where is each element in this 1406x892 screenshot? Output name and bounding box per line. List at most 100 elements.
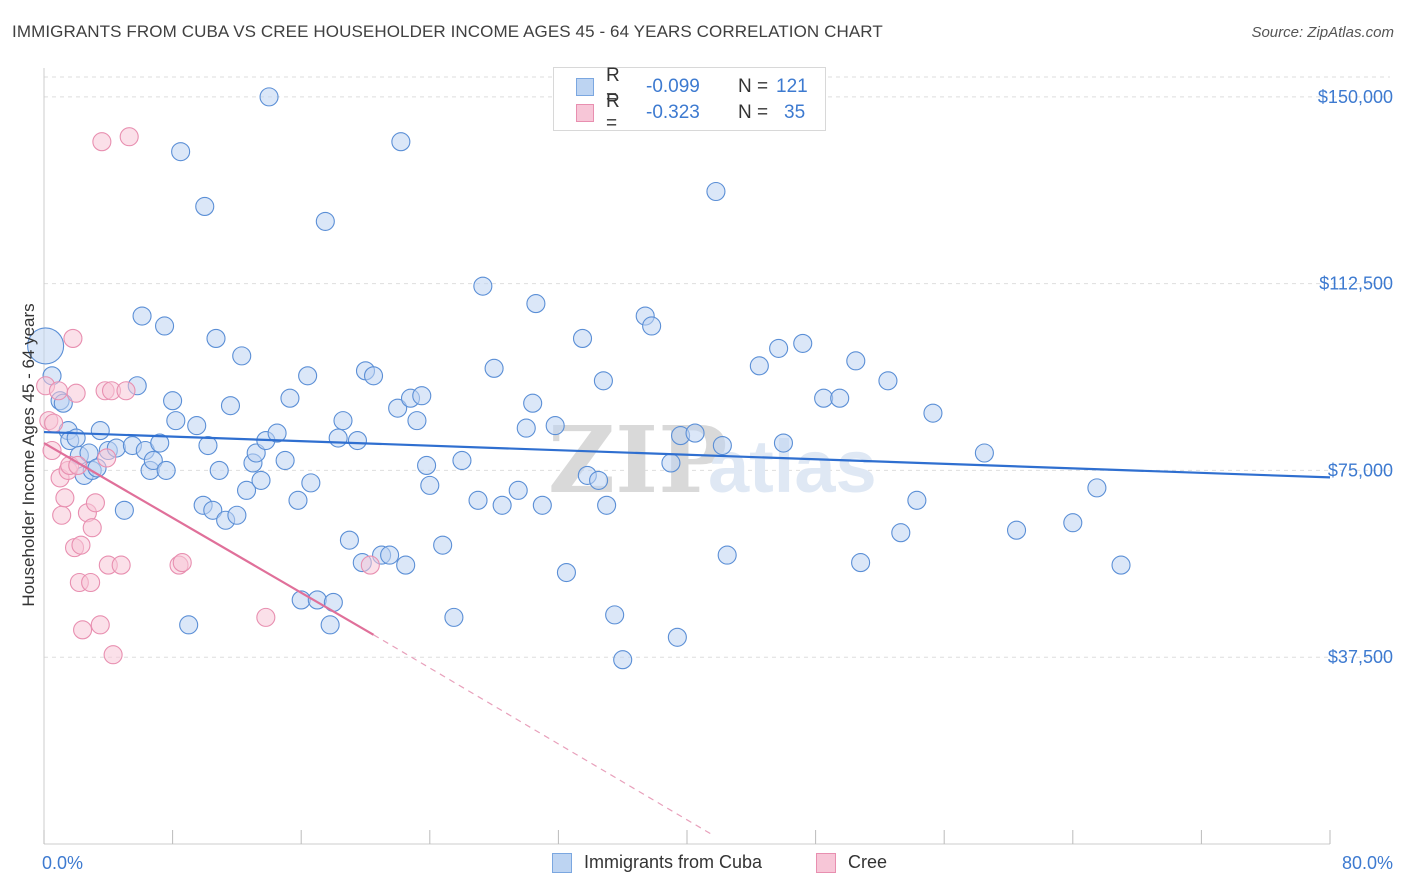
cree-point-29 [116,381,136,401]
legend-row-cree: R = -0.323 N = 35 [576,91,806,134]
y-axis-label: Householder Income Ages 45 - 64 years [19,303,38,606]
cuba-point-117 [1006,520,1027,540]
cuba-point-51 [298,366,318,386]
cuba-point-58 [333,411,353,431]
cuba-point-96 [642,316,662,336]
cree-point-28 [111,555,131,575]
cuba-point-57 [328,428,348,448]
legend-n-label: N = [738,76,769,97]
cuba-point-90 [589,470,609,490]
cuba-point-114 [907,490,927,510]
cuba-point-72 [417,455,437,476]
cree-point-3 [44,413,64,433]
cuba-point-47 [275,450,295,471]
cuba-point-97 [661,453,681,473]
cuba-point-68 [396,555,416,575]
cuba-point-78 [473,276,493,296]
legend-swatch-cree [576,104,594,122]
cuba-point-108 [814,388,834,408]
cuba-point-6 [66,428,86,448]
cree-point-32 [172,553,192,573]
cree-point-10 [63,328,83,348]
cuba-point-39 [232,346,252,366]
cuba-point-49 [288,490,308,510]
cuba-point-112 [878,371,898,391]
cree-point-16 [73,620,93,640]
cuba-point-67 [391,132,411,152]
cuba-point-70 [407,411,427,431]
cuba-point-55 [320,615,340,635]
cuba-point-37 [220,396,241,416]
cree-point-27 [103,645,123,665]
axes [43,68,1331,845]
legend-n-label: N = [738,102,769,123]
cuba-point-120 [1111,555,1131,575]
legend-item-cuba[interactable]: Immigrants from Cuba [552,852,762,873]
cuba-point-21 [143,450,163,471]
cuba-point-104 [749,356,769,376]
y-tick-labels: $37,500 $75,000 $112,500 $150,000 [1318,87,1393,667]
y-tick-label-2: $112,500 [1319,274,1393,294]
cuba-point-46 [267,423,287,443]
cuba-point-109 [830,388,850,408]
cree-point-21 [90,615,110,635]
cuba-point-106 [773,433,794,453]
cuba-point-76 [452,450,472,471]
cuba-point-113 [891,523,911,543]
cuba-point-80 [492,495,512,515]
cuba-point-66 [388,398,408,418]
cuba-point-101 [706,181,726,202]
legend-swatch-cuba [576,78,594,96]
cree-point-12 [66,383,86,403]
legend-item-cree[interactable]: Cree [816,852,887,873]
cuba-point-84 [526,294,546,314]
grid-lines [44,76,1390,658]
cuba-point-110 [846,351,866,371]
cree-point-15 [71,535,91,555]
cuba-point-54 [315,211,335,231]
cuba-point-28 [179,615,199,635]
cuba-point-63 [363,366,384,386]
cuba-point-98 [667,627,687,647]
cree-point-19 [82,518,102,538]
cuba-point-102 [712,435,732,456]
cuba-point-88 [572,328,593,348]
cuba-point-35 [209,460,229,480]
cuba-point-100 [685,423,705,443]
cuba-point-79 [484,358,504,378]
cree-point-22 [92,132,112,152]
watermark: ZIP atlas [548,406,877,514]
cuba-point-12 [90,421,110,441]
cuba-point-40 [236,480,257,500]
cuba-point-59 [339,530,359,550]
legend-marker-cuba [552,852,572,873]
legend-r-value: -0.099 [646,76,700,97]
cree-point-4 [48,381,69,401]
cree-point-7 [55,488,75,508]
legend-r-value: -0.323 [646,102,700,123]
legend-label-cuba: Immigrants from Cuba [584,852,763,872]
cree-point-24 [97,448,117,468]
cuba-point-87 [556,562,576,583]
cuba-point-82 [516,418,536,438]
legend-r-label: R = [606,91,620,134]
cuba-point-18 [132,306,152,326]
x-tick-label-1: 80.0% [1342,853,1393,873]
cree-point-6 [52,505,72,525]
cuba-point-119 [1087,478,1107,498]
legend-n-value: 35 [784,102,806,123]
cuba-point-48 [280,388,300,408]
cuba-point-27 [171,142,191,162]
cuba-point-115 [923,403,943,423]
trend-line-cree-extension [373,634,712,835]
cuba-point-34 [206,328,226,348]
correlation-legend: R = -0.099 N = 121 R = -0.323 N = 35 [553,65,826,134]
cuba-point-77 [468,490,488,510]
cuba-point-107 [793,333,813,353]
trend-lines [43,430,1331,835]
cuba-point-38 [227,505,247,525]
trend-line-cree [43,442,375,636]
cuba-point-60 [347,430,368,451]
cuba-point-32 [198,435,218,456]
